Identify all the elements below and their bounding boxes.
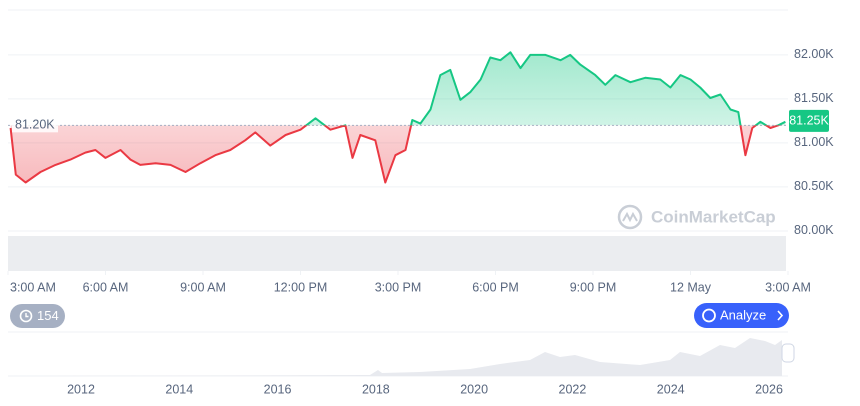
- x-tick-label: 12 May: [670, 280, 712, 294]
- area-down: [10, 125, 779, 183]
- x-tick-label: 3:00 AM: [10, 280, 56, 294]
- current-price-box: [789, 109, 829, 132]
- plot: [7, 51, 789, 275]
- analyze-icon: [702, 308, 716, 323]
- price-line-down: [9, 125, 781, 184]
- overview-year: 2024: [657, 382, 685, 396]
- overview-year: 2016: [264, 382, 292, 396]
- overview-years: 2012 2014 2016 2018 2020 2022 2024 2026: [67, 382, 783, 396]
- overview-handle[interactable]: [781, 343, 795, 363]
- x-tick-label: 6:00 AM: [83, 280, 129, 294]
- x-tick-label: 9:00 AM: [180, 280, 226, 294]
- badge-text: 154: [37, 308, 59, 323]
- y-tick-label: 82.00K: [794, 47, 834, 61]
- x-tick-label: 9:00 PM: [570, 280, 617, 294]
- overview-year: 2018: [362, 382, 390, 396]
- x-tick-label: 12:00 PM: [274, 280, 328, 294]
- overview-year: 2022: [559, 382, 587, 396]
- volume-band: [8, 236, 786, 271]
- current-price-label: 81.25K: [789, 114, 829, 128]
- overview-area: [8, 338, 782, 376]
- badge-icon: [19, 309, 33, 323]
- y-tick-label: 81.00K: [794, 135, 834, 149]
- y-tick-label: 80.50K: [794, 179, 834, 193]
- overview-year: 2012: [67, 382, 95, 396]
- baseline-label: 81.20K: [15, 118, 55, 132]
- analyze-button[interactable]: [694, 303, 789, 328]
- overview-year: 2014: [165, 382, 193, 396]
- x-tick-label: 6:00 PM: [472, 280, 519, 294]
- y-tick-label: 80.00K: [794, 223, 834, 237]
- analyze-chevron: [777, 310, 784, 321]
- watermark-logo: [617, 204, 643, 230]
- x-tick-label: 3:00 PM: [375, 280, 422, 294]
- baseline-label-bg: [12, 116, 58, 133]
- x-tick-label: 3:00 AM: [765, 280, 811, 294]
- watermark: CoinMarketCap: [651, 207, 776, 226]
- price-line-up: [304, 51, 786, 126]
- overview-year: 2026: [755, 382, 783, 396]
- y-tick-label: 81.50K: [794, 91, 834, 105]
- area-up: [10, 52, 786, 126]
- badge-icon-hand: [25, 313, 29, 318]
- overview-year: 2020: [460, 382, 488, 396]
- badge[interactable]: [10, 304, 65, 328]
- analyze-text: Analyze: [720, 307, 766, 322]
